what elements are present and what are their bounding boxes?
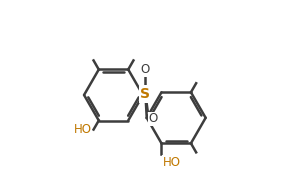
Text: O: O (149, 112, 158, 125)
Text: HO: HO (163, 156, 181, 169)
Text: HO: HO (74, 123, 92, 136)
Text: S: S (140, 87, 150, 101)
Text: O: O (141, 63, 150, 76)
